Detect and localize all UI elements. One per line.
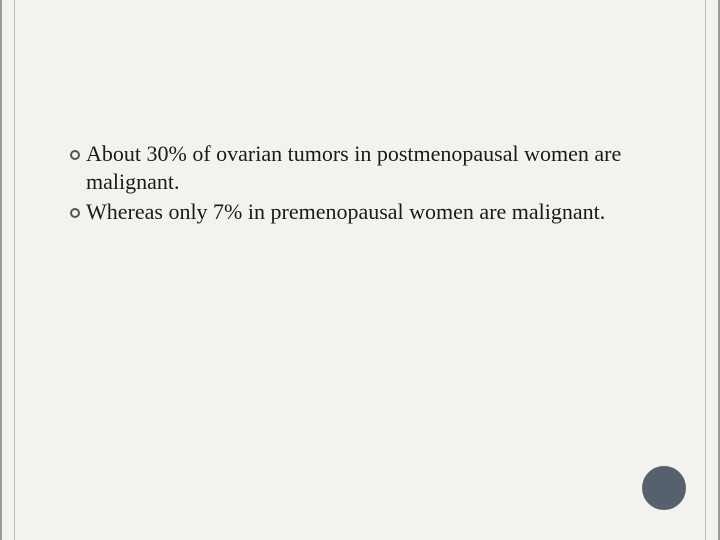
bullet-text: Whereas only 7% in premenopausal women a… xyxy=(86,199,605,224)
inner-frame xyxy=(14,0,706,540)
bullet-marker-icon xyxy=(70,208,80,218)
bullet-item: About 30% of ovarian tumors in postmenop… xyxy=(70,140,650,196)
bullet-marker-icon xyxy=(70,150,80,160)
slide-content: About 30% of ovarian tumors in postmenop… xyxy=(70,140,650,228)
bullet-item: Whereas only 7% in premenopausal women a… xyxy=(70,198,650,226)
corner-dot-icon xyxy=(642,466,686,510)
bullet-text: About 30% of ovarian tumors in postmenop… xyxy=(86,141,621,194)
